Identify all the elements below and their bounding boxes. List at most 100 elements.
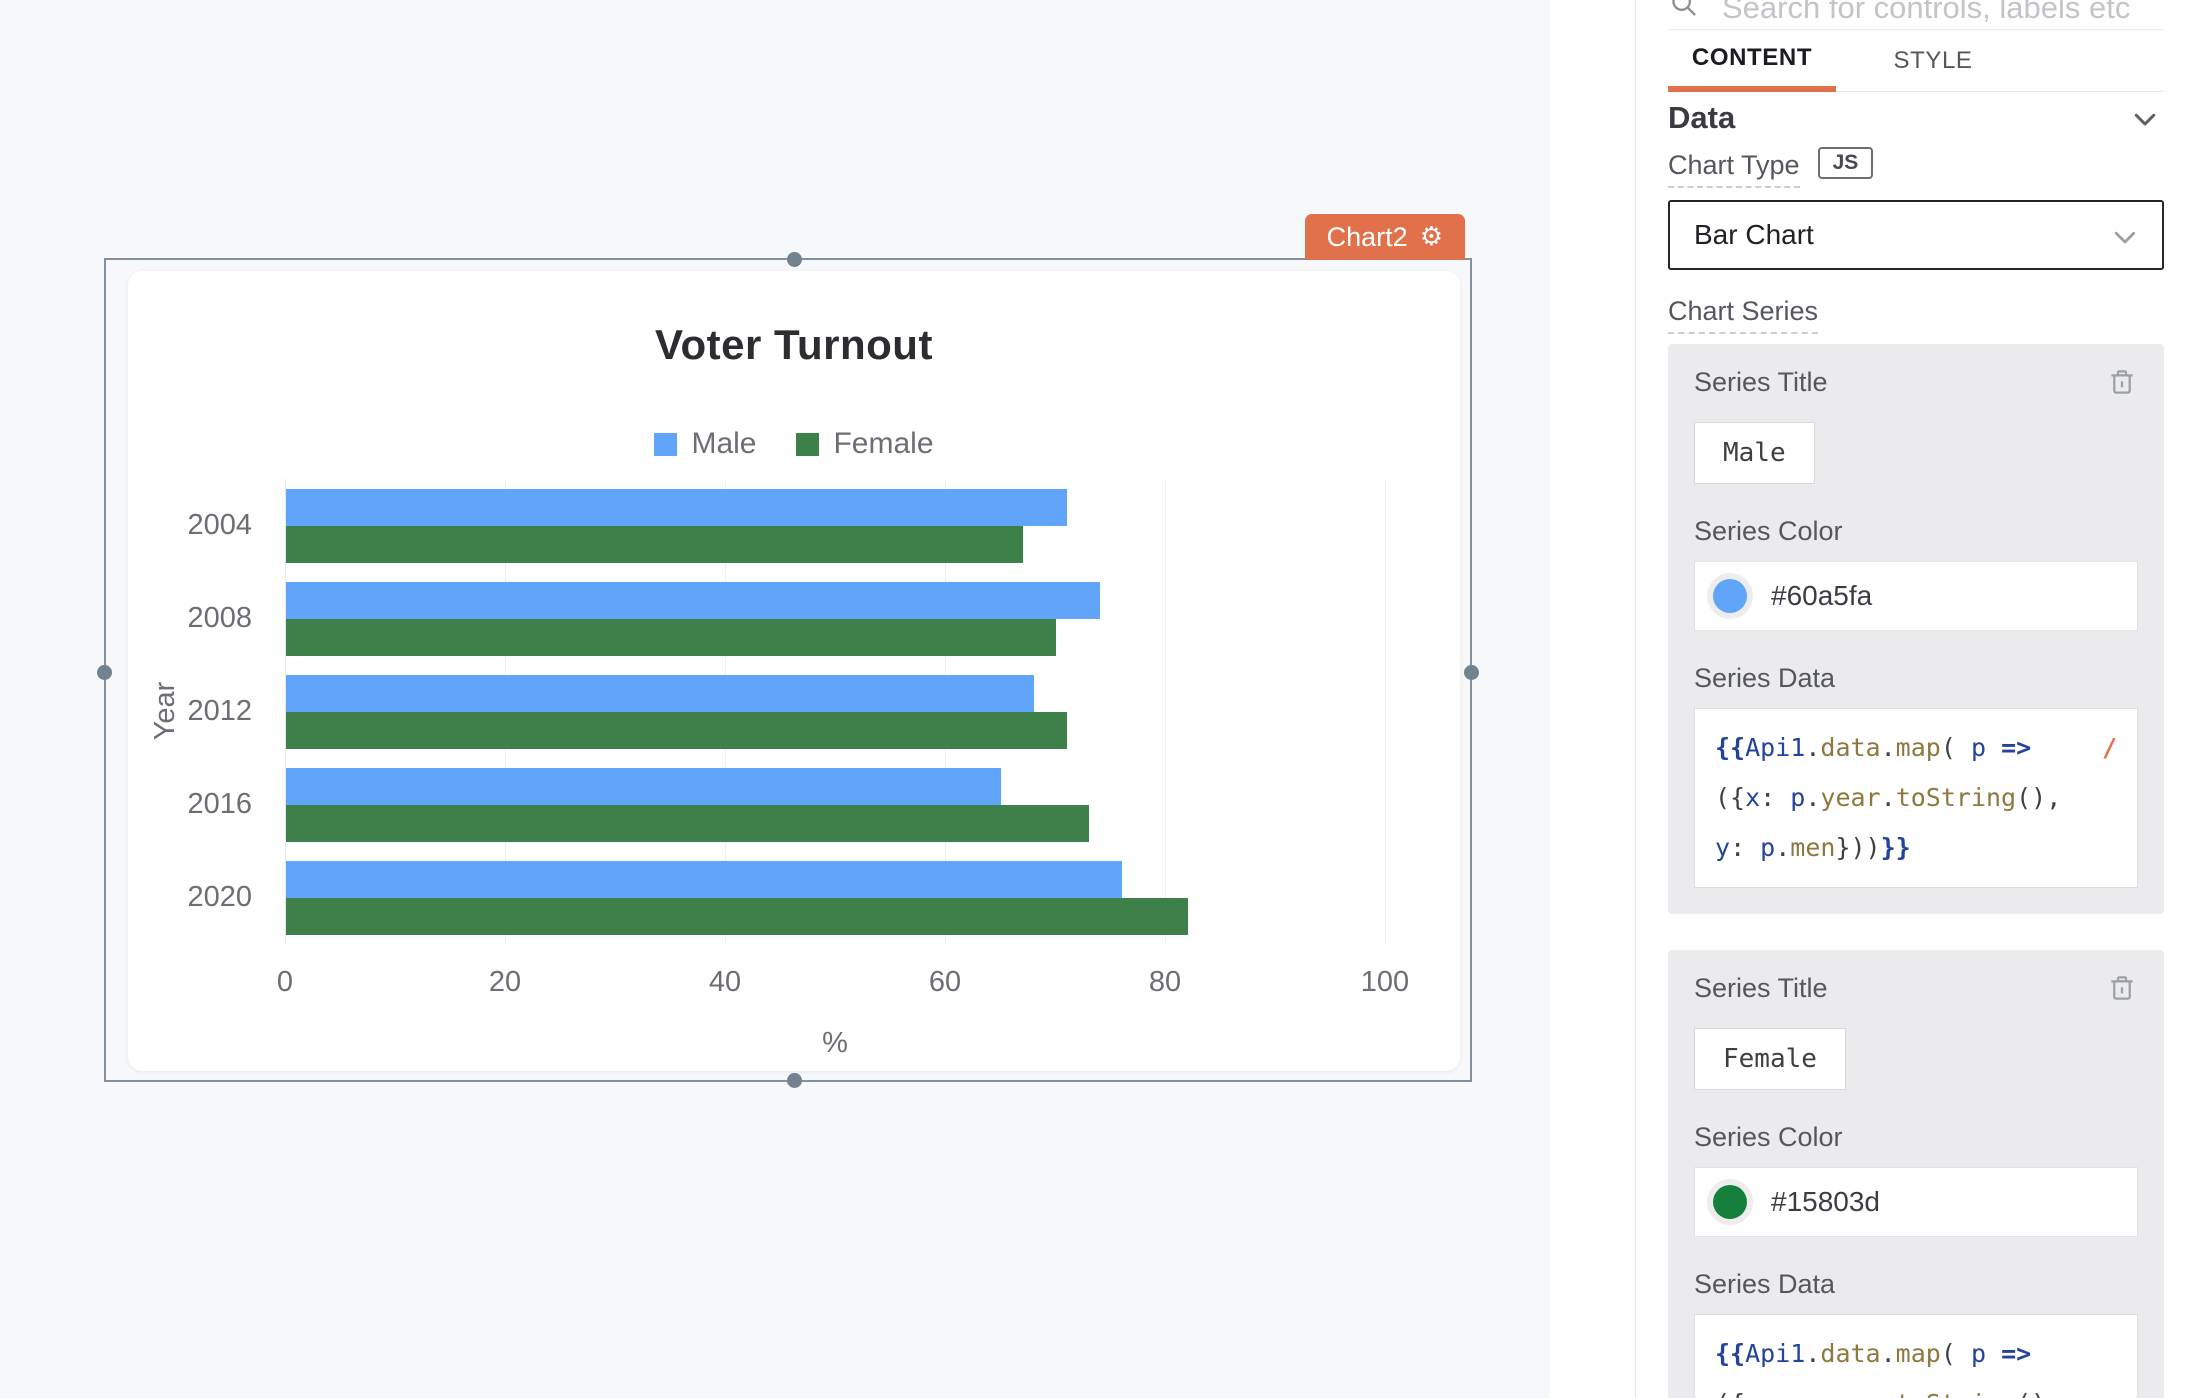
resize-handle-left[interactable] bbox=[97, 665, 112, 680]
code-token: toString bbox=[1896, 1389, 2016, 1398]
color-swatch[interactable] bbox=[1713, 579, 1747, 613]
gridline bbox=[1165, 479, 1166, 944]
chart-component-selection[interactable]: Chart2 ⚙ Voter Turnout Male Female Year 2… bbox=[97, 214, 1479, 1088]
trash-icon[interactable] bbox=[2106, 972, 2138, 1004]
series-data-code-editor[interactable]: {{Api1.data.map( p =>({x: p.year.toStrin… bbox=[1694, 1314, 2138, 1398]
js-badge[interactable]: JS bbox=[1817, 147, 1874, 179]
legend-swatch bbox=[796, 432, 820, 456]
resize-handle-top[interactable] bbox=[787, 252, 802, 267]
code-token: (), bbox=[2016, 783, 2062, 812]
code-token: p bbox=[1760, 833, 1776, 862]
code-token: . bbox=[1775, 833, 1791, 862]
legend-label: Male bbox=[691, 427, 757, 460]
color-swatch[interactable] bbox=[1713, 1185, 1747, 1219]
chart-series-row: Chart Series bbox=[1668, 296, 2164, 334]
code-line: / {{Api1.data.map( p => bbox=[1715, 723, 2117, 773]
x-axis-title: % bbox=[822, 1027, 848, 1059]
resize-handle-bottom[interactable] bbox=[787, 1073, 802, 1088]
gridline bbox=[1385, 479, 1386, 944]
code-line: ({x: p.year.toString(), bbox=[1715, 1379, 2117, 1398]
component-name: Chart2 bbox=[1326, 221, 1408, 252]
series-title-label: Series Title bbox=[1694, 366, 1828, 397]
x-tick-label: 20 bbox=[488, 966, 522, 998]
editor-canvas[interactable]: Chart2 ⚙ Voter Turnout Male Female Year 2… bbox=[0, 0, 1550, 1398]
chart-type-label: Chart Type bbox=[1668, 150, 1800, 188]
code-token bbox=[1986, 1339, 2001, 1368]
search-icon bbox=[1672, 0, 1696, 16]
chart-type-row: Chart Type JS bbox=[1668, 147, 2164, 188]
code-token: . bbox=[1880, 733, 1896, 762]
code-token: data bbox=[1820, 733, 1881, 762]
x-axis-tick-labels: 0 20 40 60 80 100 bbox=[277, 966, 1409, 1002]
y-tick-label: 2012 bbox=[187, 694, 252, 727]
color-swatch-halo bbox=[1707, 1179, 1753, 1225]
legend-swatch bbox=[654, 432, 678, 456]
series-title-input[interactable]: Male bbox=[1694, 422, 1815, 484]
code-line: ({x: p.year.toString(), bbox=[1715, 773, 2117, 823]
code-line: {{Api1.data.map( p => bbox=[1715, 1329, 2117, 1379]
legend-item-female[interactable]: Female bbox=[796, 427, 934, 461]
bar-male-2012 bbox=[286, 674, 1034, 712]
trash-icon[interactable] bbox=[2106, 366, 2138, 398]
series-data-code-editor[interactable]: / {{Api1.data.map( p => ({x: p.year.toStri… bbox=[1694, 708, 2138, 888]
inspector-panel: Search for controls, labels etc CONTENT … bbox=[1636, 0, 2188, 1398]
resize-handle-right[interactable] bbox=[1464, 665, 1479, 680]
code-token: p bbox=[1970, 733, 1986, 762]
data-section-title: Data bbox=[1668, 100, 1736, 135]
code-token: => bbox=[2001, 1339, 2032, 1368]
code-token: => bbox=[2001, 733, 2032, 762]
component-badge[interactable]: Chart2 ⚙ bbox=[1304, 214, 1465, 260]
panel-divider bbox=[1635, 0, 1636, 1398]
series-color-field[interactable]: #60a5fa bbox=[1694, 561, 2138, 631]
search-bar[interactable]: Search for controls, labels etc bbox=[1668, 0, 2164, 30]
bar-female-2012 bbox=[286, 711, 1067, 749]
code-token: . bbox=[1805, 1389, 1820, 1398]
y-tick-label: 2004 bbox=[187, 508, 252, 541]
code-token: Api1 bbox=[1745, 1339, 1806, 1368]
tab-style[interactable]: STYLE bbox=[1893, 47, 1973, 74]
color-hex-value: #15803d bbox=[1771, 1186, 1881, 1217]
y-tick-label: 2020 bbox=[187, 880, 252, 913]
code-token: map bbox=[1895, 1339, 1941, 1368]
color-hex-value: #60a5fa bbox=[1771, 580, 1873, 611]
tab-content[interactable]: CONTENT bbox=[1668, 30, 1836, 92]
chart-type-value: Bar Chart bbox=[1694, 219, 1814, 250]
bar-male-2016 bbox=[286, 767, 1001, 805]
series-color-label: Series Color bbox=[1694, 516, 1843, 546]
x-tick-label: 100 bbox=[1360, 966, 1410, 998]
series-data-label: Series Data bbox=[1694, 663, 1836, 693]
chart-legend: Male Female bbox=[128, 427, 1460, 461]
series-card-male: Series Title Male Series Color #60a5fa S… bbox=[1668, 344, 2164, 914]
chart-type-select[interactable]: Bar Chart bbox=[1668, 200, 2164, 270]
chart-title: Voter Turnout bbox=[655, 321, 933, 368]
color-swatch-halo bbox=[1707, 573, 1753, 619]
bar-male-2020 bbox=[286, 860, 1122, 898]
code-token: Api1 bbox=[1745, 733, 1806, 762]
code-token: . bbox=[1881, 1389, 1896, 1398]
series-color-field[interactable]: #15803d bbox=[1694, 1167, 2138, 1237]
x-tick-label: 0 bbox=[276, 966, 294, 998]
series-title-label: Series Title bbox=[1694, 972, 1828, 1003]
x-tick-label: 60 bbox=[928, 966, 962, 998]
code-token: data bbox=[1820, 1339, 1881, 1368]
code-token: men bbox=[1790, 833, 1836, 862]
code-token: ( bbox=[1940, 733, 1971, 762]
bar-female-2008 bbox=[286, 618, 1056, 656]
chart-series-label: Chart Series bbox=[1668, 296, 1819, 334]
data-section-header[interactable]: Data bbox=[1668, 92, 2164, 140]
gear-icon[interactable]: ⚙ bbox=[1419, 222, 1443, 252]
code-token: : bbox=[1760, 783, 1791, 812]
code-token: . bbox=[1805, 733, 1821, 762]
legend-item-male[interactable]: Male bbox=[654, 427, 756, 461]
code-token: p bbox=[1790, 783, 1806, 812]
code-token: year bbox=[1820, 783, 1881, 812]
chevron-down-icon[interactable] bbox=[2130, 104, 2160, 134]
code-token: {{ bbox=[1715, 733, 1746, 762]
code-token: p bbox=[1970, 1339, 1986, 1368]
code-token: })) bbox=[1835, 833, 1881, 862]
x-tick-label: 80 bbox=[1148, 966, 1182, 998]
bar-male-2004 bbox=[286, 488, 1067, 526]
series-title-input[interactable]: Female bbox=[1694, 1028, 1846, 1090]
y-tick-label: 2016 bbox=[187, 787, 252, 820]
